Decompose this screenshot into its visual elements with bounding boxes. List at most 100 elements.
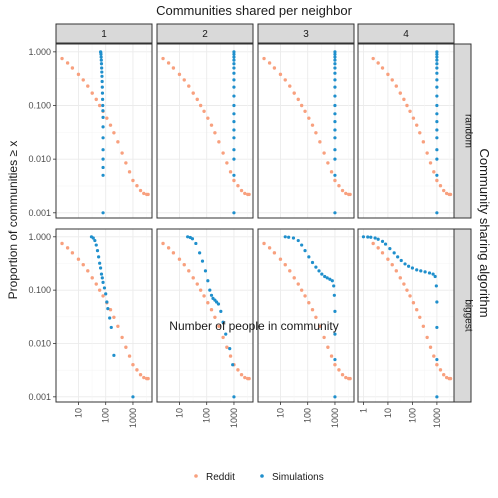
y-tick-label: 1.000: [28, 232, 51, 242]
simulation-point: [97, 255, 101, 259]
reddit-point: [262, 56, 266, 61]
simulation-point: [310, 260, 315, 265]
reddit-point: [124, 161, 128, 165]
x-tick-label: 10: [73, 408, 83, 418]
reddit-point: [198, 288, 203, 292]
reddit-point: [138, 372, 143, 377]
simulation-point: [101, 280, 105, 284]
reddit-point: [307, 301, 311, 305]
simulation-point: [198, 251, 202, 255]
reddit-point: [131, 178, 135, 183]
simulation-point: [99, 55, 103, 59]
reddit-point: [247, 192, 251, 197]
reddit-point: [411, 116, 416, 120]
simulation-point: [101, 125, 105, 129]
simulation-point: [232, 157, 236, 161]
legend-key-reddit: [194, 474, 198, 478]
simulation-point: [333, 55, 337, 59]
simulation-point: [109, 325, 113, 330]
reddit-point: [206, 301, 210, 305]
reddit-point: [299, 288, 304, 292]
simulation-point: [95, 249, 100, 253]
simulation-point: [232, 112, 236, 116]
reddit-point: [225, 345, 229, 349]
reddit-point: [428, 161, 433, 165]
reddit-point: [131, 363, 135, 367]
reddit-point: [333, 363, 337, 367]
simulation-point: [333, 78, 337, 82]
reddit-point: [442, 188, 446, 193]
reddit-point: [202, 294, 206, 298]
simulation-point: [333, 395, 337, 399]
simulation-point: [190, 237, 195, 241]
simulation-point: [435, 395, 439, 399]
y-tick-label: 0.001: [28, 392, 51, 402]
simulation-point: [100, 74, 104, 78]
x-tick-label: 10: [275, 408, 285, 418]
simulation-point: [333, 357, 337, 362]
simulation-point: [101, 115, 105, 119]
simulation-point: [101, 165, 105, 170]
simulation-point: [333, 157, 337, 161]
chart-title: Communities shared per neighbor: [156, 3, 352, 18]
simulation-point: [232, 85, 236, 89]
reddit-point: [340, 372, 345, 377]
reddit-point: [318, 324, 322, 328]
simulation-point: [232, 50, 236, 54]
reddit-point: [232, 178, 236, 183]
reddit-point: [243, 191, 247, 196]
simulation-point: [108, 316, 112, 320]
simulation-point: [332, 293, 336, 297]
simulation-point: [435, 128, 439, 132]
simulation-point: [106, 307, 110, 311]
simulation-point: [431, 272, 435, 276]
simulation-point: [203, 269, 208, 273]
legend: Reddit Simulations: [194, 472, 324, 483]
simulation-point: [300, 243, 304, 247]
reddit-point: [326, 161, 330, 165]
reddit-point: [191, 91, 195, 95]
reddit-point: [191, 276, 195, 280]
row-strip-label-biggest: biggest: [463, 299, 474, 331]
simulation-point: [435, 52, 439, 56]
reddit-point: [81, 78, 85, 82]
simulation-point: [435, 357, 439, 362]
legend-key-simulations: [260, 474, 264, 478]
simulation-point: [104, 292, 108, 296]
reddit-point: [386, 72, 390, 77]
reddit-point: [292, 91, 296, 95]
simulation-point: [333, 120, 337, 124]
y-tick-label: 0.010: [28, 154, 51, 164]
simulation-point: [333, 71, 337, 75]
reddit-point: [247, 376, 251, 381]
simulation-point: [388, 247, 392, 251]
reddit-point: [112, 315, 116, 319]
reddit-point: [161, 56, 165, 61]
reddit-point: [448, 376, 453, 381]
simulation-point: [112, 353, 116, 357]
panel-grid: 1 2 3 4 random biggest 0.001 0.010 0.100 1.000 0.0…: [28, 23, 474, 428]
simulation-point: [101, 148, 105, 152]
y-tick-label: 0.100: [28, 285, 51, 295]
x-axis-label: Number of people in community: [169, 319, 338, 333]
simulation-point: [94, 243, 98, 247]
reddit-point: [209, 123, 214, 127]
reddit-point: [326, 345, 330, 349]
y-tick-label: 0.100: [28, 100, 51, 110]
col-strip-2: [156, 23, 254, 44]
simulation-point: [101, 157, 105, 161]
reddit-point: [76, 72, 81, 77]
simulation-point: [328, 277, 332, 281]
panel-random-1: [55, 43, 153, 219]
reddit-point: [182, 262, 186, 267]
reddit-point: [86, 84, 90, 88]
reddit-point: [390, 262, 394, 267]
reddit-point: [239, 188, 244, 193]
reddit-point: [380, 66, 385, 70]
simulation-point: [333, 52, 337, 56]
simulation-point: [131, 395, 135, 399]
reddit-point: [292, 276, 296, 280]
simulation-points: [89, 235, 135, 399]
reddit-point: [348, 192, 352, 197]
simulation-point: [98, 261, 102, 265]
